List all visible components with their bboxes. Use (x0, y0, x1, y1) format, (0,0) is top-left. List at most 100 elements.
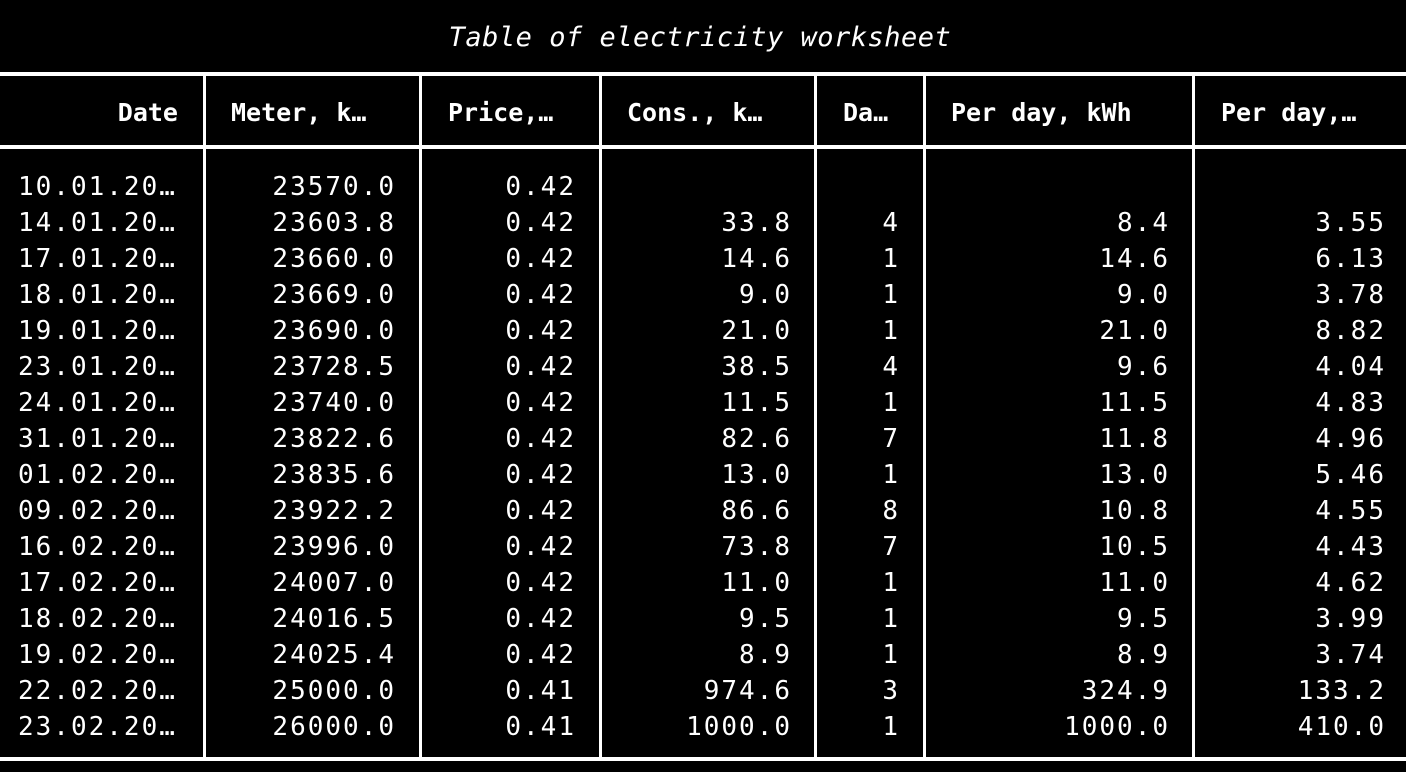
table-row[interactable]: 17.01.20… 23660.0 0.42 14.6 1 14.6 6.13 (0, 241, 1406, 277)
table-row[interactable]: 31.01.20… 23822.6 0.42 82.6 7 11.8 4.96 (0, 421, 1406, 457)
cell-per-day-cost: 410.0 (1297, 712, 1386, 742)
cell-per-day-kwh: 11.5 (1099, 388, 1170, 418)
cell-price: 0.42 (505, 460, 576, 490)
cell-meter: 23822.6 (272, 424, 396, 454)
cell-consumption: 9.0 (739, 280, 792, 310)
column-divider[interactable] (814, 76, 817, 757)
cell-per-day-cost: 4.62 (1315, 568, 1386, 598)
cell-days: 1 (882, 388, 900, 418)
cell-meter: 24025.4 (272, 640, 396, 670)
cell-consumption: 974.6 (703, 676, 792, 706)
cell-meter: 23922.2 (272, 496, 396, 526)
cell-meter: 23669.0 (272, 280, 396, 310)
electricity-table: Date Meter, k… Price,… Cons., k… Da… Per… (0, 72, 1406, 761)
cell-price: 0.42 (505, 316, 576, 346)
cell-meter: 23728.5 (272, 352, 396, 382)
cell-per-day-cost: 3.55 (1315, 208, 1386, 238)
header-date[interactable]: Date (117, 98, 178, 127)
cell-meter: 23570.0 (272, 172, 396, 202)
cell-date: 10.01.20… (18, 172, 177, 202)
header-days[interactable]: Da… (843, 98, 889, 127)
table-body: 10.01.20… 23570.0 0.42 14.01.20… 23603.8 0.42… (0, 169, 1406, 745)
cell-per-day-cost (1199, 169, 1386, 205)
cell-consumption: 11.5 (721, 388, 792, 418)
cell-meter: 23603.8 (272, 208, 396, 238)
header-consumption[interactable]: Cons., k… (627, 98, 763, 127)
column-divider[interactable] (203, 76, 206, 757)
cell-price: 0.42 (505, 568, 576, 598)
cell-date: 16.02.20… (18, 532, 177, 562)
cell-days: 1 (882, 460, 900, 490)
cell-date: 22.02.20… (18, 676, 177, 706)
header-rule (0, 145, 1406, 149)
table-row[interactable]: 18.02.20… 24016.5 0.42 9.5 1 9.5 3.99 (0, 601, 1406, 637)
cell-price: 0.42 (505, 640, 576, 670)
header-per-day-cost[interactable]: Per day,… (1221, 98, 1357, 127)
cell-per-day-cost: 4.55 (1315, 496, 1386, 526)
cell-price: 0.42 (505, 532, 576, 562)
cell-meter: 26000.0 (272, 712, 396, 742)
cell-days: 1 (882, 640, 900, 670)
table-row[interactable]: 19.02.20… 24025.4 0.42 8.9 1 8.9 3.74 (0, 637, 1406, 673)
cell-date: 14.01.20… (18, 208, 177, 238)
cell-consumption: 14.6 (721, 244, 792, 274)
table-row[interactable]: 24.01.20… 23740.0 0.42 11.5 1 11.5 4.83 (0, 385, 1406, 421)
cell-consumption (606, 169, 792, 205)
cell-meter: 23835.6 (272, 460, 396, 490)
table-row[interactable]: 10.01.20… 23570.0 0.42 (0, 169, 1406, 205)
column-divider[interactable] (923, 76, 926, 757)
cell-per-day-kwh: 8.9 (1117, 640, 1170, 670)
column-divider[interactable] (599, 76, 602, 757)
cell-per-day-kwh: 9.0 (1117, 280, 1170, 310)
cell-price: 0.42 (505, 244, 576, 274)
cell-per-day-kwh: 324.9 (1081, 676, 1170, 706)
cell-per-day-cost: 4.96 (1315, 424, 1386, 454)
cell-consumption: 73.8 (721, 532, 792, 562)
cell-per-day-kwh: 11.0 (1099, 568, 1170, 598)
header-per-day-kwh[interactable]: Per day, kWh (951, 98, 1132, 127)
cell-price: 0.41 (505, 676, 576, 706)
cell-per-day-cost: 4.43 (1315, 532, 1386, 562)
cell-per-day-cost: 3.99 (1315, 604, 1386, 634)
cell-meter: 23690.0 (272, 316, 396, 346)
cell-days: 4 (882, 208, 900, 238)
cell-meter: 23996.0 (272, 532, 396, 562)
cell-price: 0.42 (505, 424, 576, 454)
cell-price: 0.42 (505, 280, 576, 310)
table-row[interactable]: 23.02.20… 26000.0 0.41 1000.0 1 1000.0 410.0 (0, 709, 1406, 745)
cell-per-day-cost: 8.82 (1315, 316, 1386, 346)
cell-meter: 25000.0 (272, 676, 396, 706)
cell-consumption: 9.5 (739, 604, 792, 634)
table-row[interactable]: 19.01.20… 23690.0 0.42 21.0 1 21.0 8.82 (0, 313, 1406, 349)
cell-meter: 23740.0 (272, 388, 396, 418)
table-row[interactable]: 09.02.20… 23922.2 0.42 86.6 8 10.8 4.55 (0, 493, 1406, 529)
table-row[interactable]: 18.01.20… 23669.0 0.42 9.0 1 9.0 3.78 (0, 277, 1406, 313)
header-meter[interactable]: Meter, k… (231, 98, 367, 127)
header-price[interactable]: Price,… (448, 98, 554, 127)
cell-per-day-kwh: 13.0 (1099, 460, 1170, 490)
table-row[interactable]: 17.02.20… 24007.0 0.42 11.0 1 11.0 4.62 (0, 565, 1406, 601)
cell-date: 18.02.20… (18, 604, 177, 634)
cell-consumption: 21.0 (721, 316, 792, 346)
cell-per-day-cost: 6.13 (1315, 244, 1386, 274)
cell-per-day-kwh: 9.6 (1117, 352, 1170, 382)
cell-price: 0.42 (505, 172, 576, 202)
column-divider[interactable] (1192, 76, 1195, 757)
cell-per-day-kwh: 14.6 (1099, 244, 1170, 274)
cell-consumption: 8.9 (739, 640, 792, 670)
table-row[interactable]: 14.01.20… 23603.8 0.42 33.8 4 8.4 3.55 (0, 205, 1406, 241)
cell-per-day-cost: 3.74 (1315, 640, 1386, 670)
cell-per-day-kwh: 1000.0 (1064, 712, 1170, 742)
cell-consumption: 82.6 (721, 424, 792, 454)
cell-per-day-cost: 4.83 (1315, 388, 1386, 418)
table-row[interactable]: 01.02.20… 23835.6 0.42 13.0 1 13.0 5.46 (0, 457, 1406, 493)
table-row[interactable]: 22.02.20… 25000.0 0.41 974.6 3 324.9 133.2 (0, 673, 1406, 709)
table-row[interactable]: 16.02.20… 23996.0 0.42 73.8 7 10.5 4.43 (0, 529, 1406, 565)
cell-date: 23.02.20… (18, 712, 177, 742)
cell-days: 7 (882, 532, 900, 562)
cell-price: 0.42 (505, 208, 576, 238)
cell-consumption: 13.0 (721, 460, 792, 490)
cell-days: 7 (882, 424, 900, 454)
table-row[interactable]: 23.01.20… 23728.5 0.42 38.5 4 9.6 4.04 (0, 349, 1406, 385)
column-divider[interactable] (419, 76, 422, 757)
